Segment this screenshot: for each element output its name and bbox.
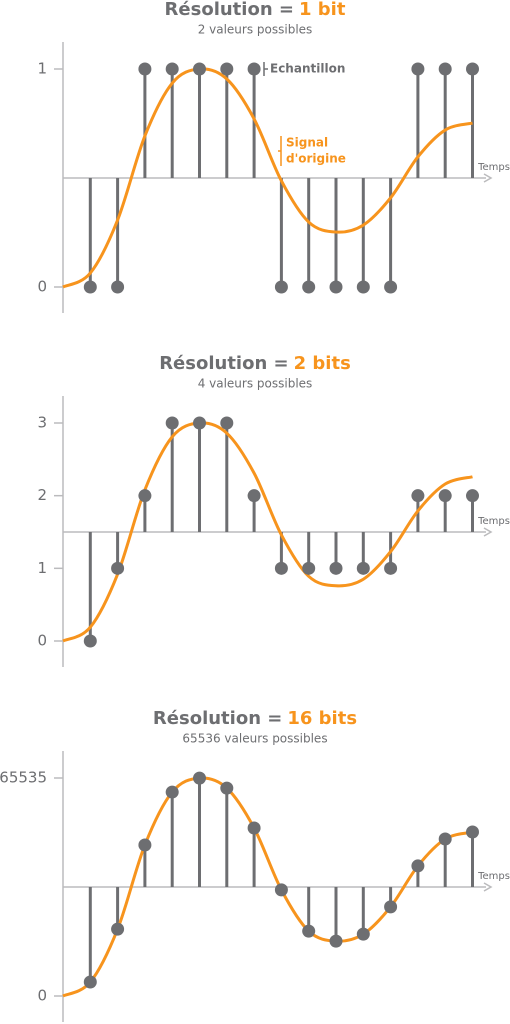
x-axis-label: Temps <box>477 516 510 527</box>
y-tick-label: 0 <box>37 632 47 650</box>
sample-dot <box>138 489 152 503</box>
y-tick-label: 0 <box>37 987 47 1005</box>
sample-bracket <box>263 62 268 76</box>
signal-curve <box>62 776 473 998</box>
title-highlight: 2 bits <box>294 353 351 374</box>
signal-bracket <box>278 136 282 166</box>
sample-dot <box>411 62 425 76</box>
sample-dot <box>302 561 316 575</box>
sample-dot <box>165 785 179 799</box>
sample-dot <box>329 280 343 294</box>
sample-dot <box>438 832 452 846</box>
sample-dot <box>220 62 234 76</box>
signal-curve <box>62 67 473 289</box>
sample-dot <box>83 975 97 989</box>
sample-dot <box>302 924 316 938</box>
sample-dot <box>438 489 452 503</box>
signal-curve <box>62 421 473 643</box>
sample-dot <box>247 821 261 835</box>
time-arrow <box>483 527 493 537</box>
sample-dot <box>466 489 479 503</box>
sample-dot <box>138 62 152 76</box>
sample-dot <box>356 927 370 941</box>
sample-dot <box>274 883 288 897</box>
title-text: Résolution = <box>159 353 288 374</box>
x-axis-label: Temps <box>477 871 510 882</box>
y-tick-label: 65535 <box>0 769 47 787</box>
panel-subtitle: 4 valeurs possibles <box>198 377 313 391</box>
y-tick-label: 2 <box>37 486 47 504</box>
annotation-signal: Signal <box>286 136 328 150</box>
sample-dot <box>384 561 398 575</box>
time-arrow <box>483 882 493 892</box>
sample-dot <box>274 280 288 294</box>
sample-dot <box>138 838 152 852</box>
y-tick-label: 1 <box>37 60 47 78</box>
title-text: Résolution = <box>165 0 294 20</box>
sample-dot <box>111 922 125 936</box>
sample-dot <box>411 489 425 503</box>
panel-title: Résolution = 2 bits <box>159 353 351 374</box>
sample-dot <box>111 561 125 575</box>
time-arrow <box>483 173 493 183</box>
title-text: Résolution = <box>153 708 282 729</box>
sample-dot <box>165 416 179 430</box>
sample-dot <box>247 62 261 76</box>
sample-dot <box>247 489 261 503</box>
y-tick-label: 0 <box>37 278 47 296</box>
panel-subtitle: 2 valeurs possibles <box>198 23 313 37</box>
sample-dot <box>438 62 452 76</box>
sample-dot <box>193 416 206 430</box>
panel-title: Résolution = 1 bit <box>165 0 346 20</box>
sample-dot <box>193 771 206 785</box>
annotation-sample: Echantillon <box>270 62 345 76</box>
y-tick-label: 1 <box>37 559 47 577</box>
panel-title: Résolution = 16 bits <box>153 708 357 729</box>
sample-dot <box>411 859 425 873</box>
sample-dot <box>356 561 370 575</box>
sample-dot <box>329 561 343 575</box>
sample-dot <box>83 634 97 648</box>
sample-dot <box>193 62 206 76</box>
sample-dot <box>466 825 479 839</box>
y-tick-label: 3 <box>37 414 47 432</box>
sample-dot <box>329 934 343 948</box>
panel-subtitle: 65536 valeurs possibles <box>182 732 327 746</box>
sample-dot <box>302 280 316 294</box>
sample-dot <box>356 280 370 294</box>
annotation-signal: d'origine <box>286 152 346 166</box>
sample-dot <box>165 62 179 76</box>
sample-dot <box>274 561 288 575</box>
sample-dot <box>220 781 234 795</box>
sample-dot <box>384 900 398 914</box>
sample-dot <box>220 416 234 430</box>
sample-dot <box>466 62 479 76</box>
title-highlight: 1 bit <box>299 0 346 20</box>
title-highlight: 16 bits <box>287 708 357 729</box>
x-axis-label: Temps <box>477 162 510 173</box>
sample-dot <box>111 280 125 294</box>
sample-dot <box>83 280 97 294</box>
sample-dot <box>384 280 398 294</box>
